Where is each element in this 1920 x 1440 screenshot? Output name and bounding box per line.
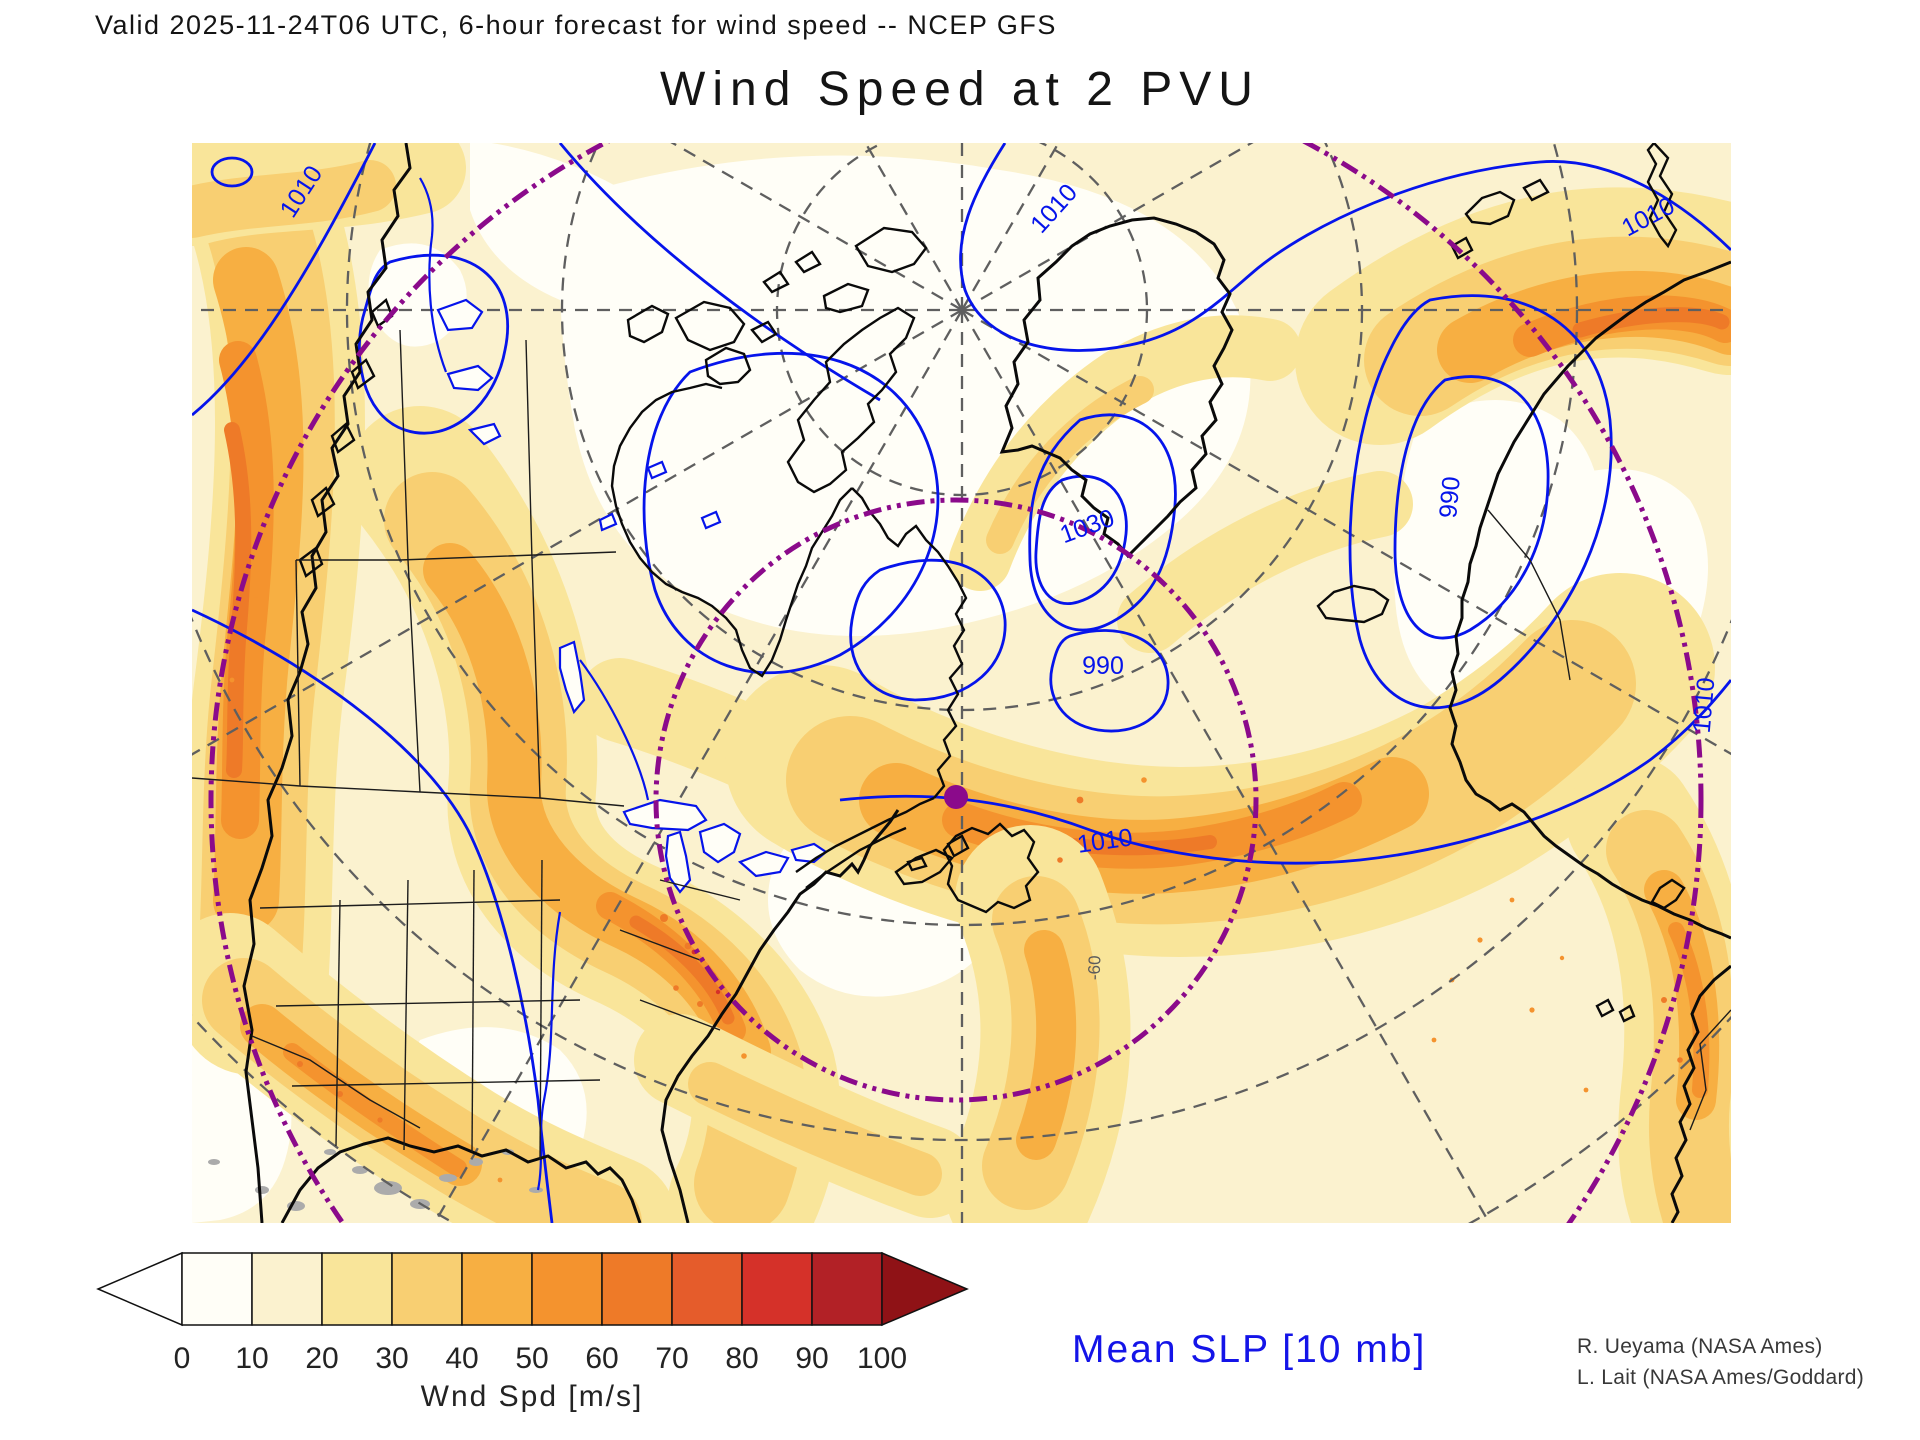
credit-line-1: R. Ueyama (NASA Ames) [1577,1335,1823,1358]
colorbar-cell [461,1252,533,1326]
slp-contour-label: 1010 [1688,676,1721,734]
credits: R. Ueyama (NASA Ames) L. Lait (NASA Ames… [1577,1331,1864,1393]
range-rings [208,143,1704,1223]
colorbar-tick: 0 [173,1342,191,1375]
colorbar-tick: 80 [725,1342,759,1375]
colorbar-cell [601,1252,673,1326]
colorbar-cell [671,1252,743,1326]
valid-time-line: Valid 2025-11-24T06 UTC, 6-hour forecast… [95,10,1057,40]
colorbar-cell [811,1252,883,1326]
coastlines [242,143,1731,1223]
graticule-label: -60 [1085,955,1105,980]
colorbar-under-arrow [96,1251,183,1327]
lakes-and-rivers [419,177,828,1191]
colorbar-caption: Wnd Spd [m/s] [420,1380,644,1413]
colorbar-tick: 30 [375,1342,409,1375]
colorbar-tick: 60 [585,1342,619,1375]
slp-contour-label: 990 [1434,475,1466,519]
colorbar-tick: 10 [235,1342,269,1375]
colorbar-tick: 50 [515,1342,549,1375]
range-rings-center-dot [944,785,968,809]
colorbar-tick: 70 [655,1342,689,1375]
colorbar-tick: 90 [795,1342,829,1375]
colorbar-over-arrow [881,1251,969,1327]
colorbar-tick: 40 [445,1342,479,1375]
slp-legend: Mean SLP [10 mb] [1072,1328,1427,1371]
colorbar-cell [181,1252,253,1326]
page-title: Wind Speed at 2 PVU [660,63,1260,116]
colorbar-cell [741,1252,813,1326]
colorbar-cell [531,1252,603,1326]
colorbar [96,1251,969,1327]
credit-line-2: L. Lait (NASA Ames/Goddard) [1577,1366,1865,1389]
political-borders [192,329,1731,1161]
colorbar-tick: 20 [305,1342,339,1375]
slp-contours [192,143,1731,1223]
colorbar-cell [391,1252,463,1326]
colorbar-cell [251,1252,323,1326]
colorbar-tick: 100 [856,1342,908,1375]
slp-contour-label: 990 [1082,652,1124,680]
colorbar-cell [321,1252,393,1326]
